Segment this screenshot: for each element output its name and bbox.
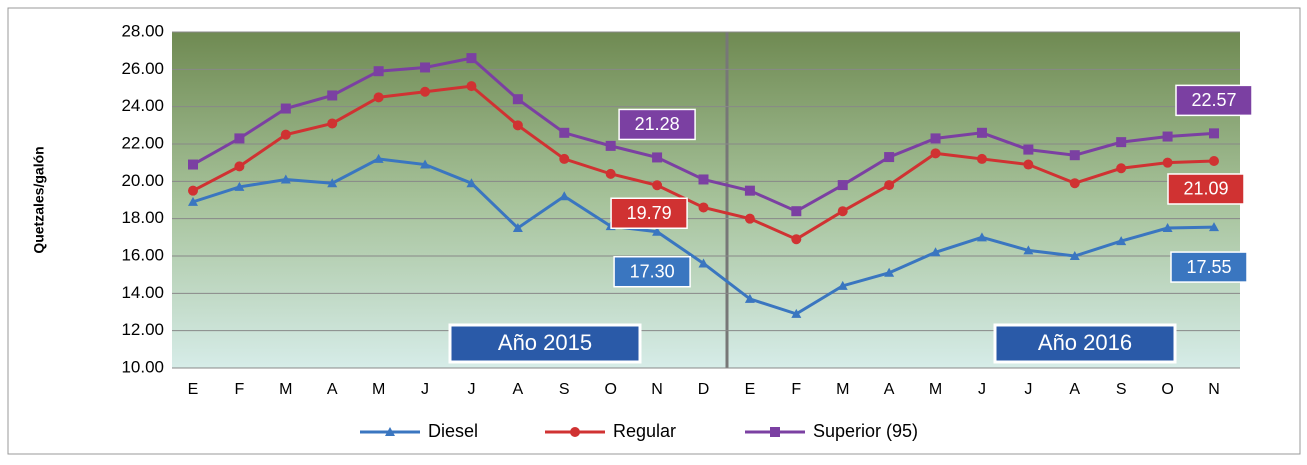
legend-label: Regular xyxy=(613,421,676,441)
marker xyxy=(791,206,801,216)
marker xyxy=(559,154,569,164)
marker xyxy=(420,62,430,72)
annotation: Año 2015 xyxy=(498,330,592,355)
y-tick-label: 22.00 xyxy=(121,133,164,152)
marker xyxy=(1209,128,1219,138)
marker xyxy=(977,154,987,164)
marker xyxy=(977,128,987,138)
value-label: 19.79 xyxy=(627,203,672,223)
marker xyxy=(374,66,384,76)
marker xyxy=(606,169,616,179)
x-tick-label: M xyxy=(279,381,292,398)
marker xyxy=(234,161,244,171)
marker xyxy=(513,94,523,104)
y-tick-label: 26.00 xyxy=(121,59,164,78)
x-tick-label: N xyxy=(651,381,663,398)
x-tick-label: A xyxy=(884,381,895,398)
marker xyxy=(420,87,430,97)
y-tick-label: 12.00 xyxy=(121,320,164,339)
x-tick-label: M xyxy=(836,381,849,398)
marker xyxy=(1023,160,1033,170)
marker xyxy=(234,133,244,143)
x-tick-label: A xyxy=(327,381,338,398)
x-tick-label: F xyxy=(235,381,245,398)
marker xyxy=(570,427,580,437)
marker xyxy=(838,180,848,190)
annotation: Año 2016 xyxy=(1038,330,1132,355)
x-tick-label: D xyxy=(698,381,710,398)
x-tick-label: F xyxy=(791,381,801,398)
x-tick-label: M xyxy=(372,381,385,398)
value-label: 17.55 xyxy=(1186,257,1231,277)
legend: Diesel Regular Superior (95) xyxy=(360,421,918,441)
value-label: 21.09 xyxy=(1183,179,1228,199)
marker xyxy=(1070,150,1080,160)
y-tick-label: 10.00 xyxy=(121,357,164,376)
x-tick-label: M xyxy=(929,381,942,398)
y-tick-label: 14.00 xyxy=(121,283,164,302)
value-label: 22.57 xyxy=(1191,90,1236,110)
x-tick-label: A xyxy=(513,381,524,398)
marker xyxy=(281,104,291,114)
marker xyxy=(652,152,662,162)
marker xyxy=(791,234,801,244)
marker xyxy=(327,118,337,128)
chart: Quetzales/galón 10.00 12.00 14.00 16.00 18.0… xyxy=(0,0,1307,460)
marker xyxy=(466,81,476,91)
marker xyxy=(884,152,894,162)
marker xyxy=(513,120,523,130)
plot-area xyxy=(172,32,1240,368)
marker xyxy=(559,128,569,138)
marker xyxy=(931,133,941,143)
x-tick-label: J xyxy=(978,381,986,398)
marker xyxy=(327,90,337,100)
marker xyxy=(1070,178,1080,188)
y-axis-label: Quetzales/galón xyxy=(31,146,47,253)
marker xyxy=(652,180,662,190)
marker xyxy=(931,148,941,158)
marker xyxy=(1023,145,1033,155)
marker xyxy=(745,186,755,196)
x-tick-label: N xyxy=(1208,381,1220,398)
marker xyxy=(1116,137,1126,147)
marker xyxy=(1163,158,1173,168)
value-label: 21.28 xyxy=(635,114,680,134)
x-tick-label: E xyxy=(745,381,756,398)
marker xyxy=(884,180,894,190)
marker xyxy=(466,53,476,63)
legend-label: Diesel xyxy=(428,421,478,441)
x-tick-label: O xyxy=(1161,381,1173,398)
marker xyxy=(1163,132,1173,142)
marker xyxy=(699,202,709,212)
marker xyxy=(188,186,198,196)
x-tick-label: E xyxy=(188,381,199,398)
marker xyxy=(770,427,780,437)
x-tick-label: J xyxy=(1024,381,1032,398)
y-tick-label: 20.00 xyxy=(121,171,164,190)
y-tick-label: 28.00 xyxy=(121,21,164,40)
y-tick-label: 16.00 xyxy=(121,245,164,264)
y-tick-label: 24.00 xyxy=(121,96,164,115)
value-label: 17.30 xyxy=(630,261,675,281)
marker xyxy=(1116,163,1126,173)
x-tick-label: J xyxy=(421,381,429,398)
x-tick-label: J xyxy=(467,381,475,398)
legend-label: Superior (95) xyxy=(813,421,918,441)
marker xyxy=(281,130,291,140)
x-tick-label: S xyxy=(1116,381,1127,398)
marker xyxy=(745,214,755,224)
marker xyxy=(838,206,848,216)
y-tick-label: 18.00 xyxy=(121,208,164,227)
marker xyxy=(1209,156,1219,166)
marker xyxy=(374,92,384,102)
x-tick-label: A xyxy=(1069,381,1080,398)
marker xyxy=(699,174,709,184)
marker xyxy=(188,160,198,170)
marker xyxy=(606,141,616,151)
x-tick-label: O xyxy=(604,381,616,398)
x-tick-label: S xyxy=(559,381,570,398)
